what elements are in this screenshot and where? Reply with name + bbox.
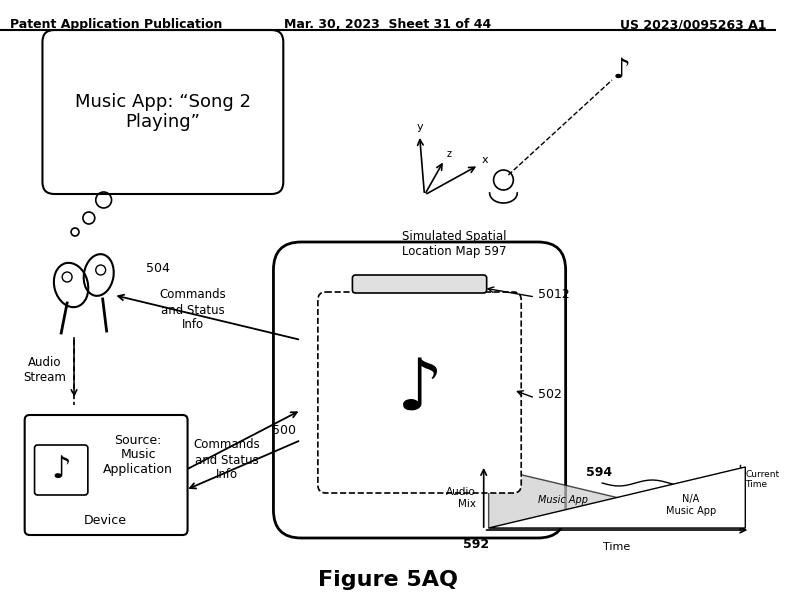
Polygon shape: [489, 467, 745, 528]
Polygon shape: [489, 467, 745, 528]
Text: z: z: [446, 149, 451, 159]
FancyBboxPatch shape: [274, 242, 566, 538]
Text: Device: Device: [84, 514, 127, 527]
Text: Time: Time: [604, 542, 630, 552]
Text: x: x: [482, 155, 488, 165]
Text: Audio
Mix: Audio Mix: [446, 487, 476, 509]
Text: Commands
and Status
Info: Commands and Status Info: [193, 438, 260, 482]
Text: 502: 502: [538, 389, 562, 401]
Text: US 2023/0095263 A1: US 2023/0095263 A1: [619, 18, 766, 31]
Text: 504: 504: [146, 261, 170, 274]
Text: Patent Application Publication: Patent Application Publication: [10, 18, 222, 31]
Text: 594: 594: [586, 466, 612, 480]
Text: 5012: 5012: [538, 289, 570, 302]
Text: Mar. 30, 2023  Sheet 31 of 44: Mar. 30, 2023 Sheet 31 of 44: [285, 18, 491, 31]
Text: ♪: ♪: [51, 455, 71, 485]
Text: Audio
Stream: Audio Stream: [23, 356, 66, 384]
FancyBboxPatch shape: [352, 275, 487, 293]
Text: Source:
Music
Application: Source: Music Application: [103, 434, 173, 477]
Text: 500: 500: [272, 424, 296, 437]
FancyBboxPatch shape: [35, 445, 88, 495]
Text: Figure 5AQ: Figure 5AQ: [318, 570, 458, 590]
Text: ♪: ♪: [613, 56, 631, 84]
FancyBboxPatch shape: [24, 415, 188, 535]
FancyBboxPatch shape: [318, 292, 521, 493]
Text: Simulated Spatial
Location Map 597: Simulated Spatial Location Map 597: [402, 230, 506, 258]
Text: Music App: Music App: [538, 495, 588, 505]
Text: N/A
Music App: N/A Music App: [666, 494, 716, 516]
Text: Current
Time: Current Time: [745, 470, 780, 489]
Text: Music App: “Song 2
Playing”: Music App: “Song 2 Playing”: [75, 92, 251, 131]
Text: 592: 592: [463, 538, 489, 551]
Text: ♪: ♪: [396, 356, 443, 424]
FancyBboxPatch shape: [42, 30, 283, 194]
Text: y: y: [417, 122, 423, 132]
Text: Commands
and Status
Info: Commands and Status Info: [159, 289, 226, 331]
